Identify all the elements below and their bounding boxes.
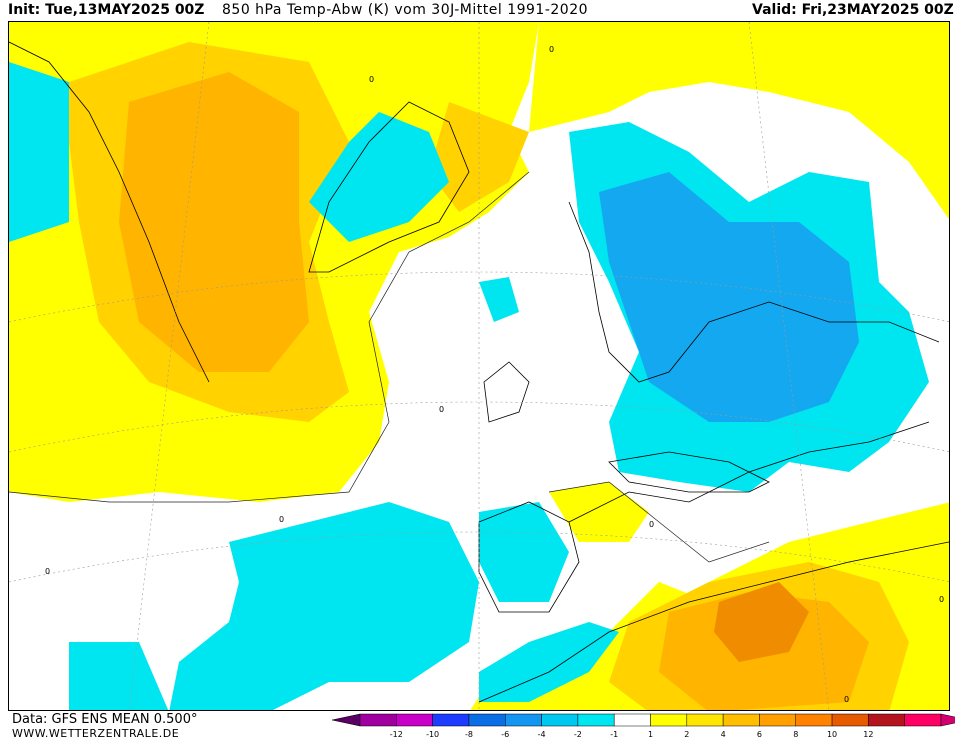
cold-region-iberia — [479, 502, 569, 602]
contour-label: 0 — [844, 695, 849, 704]
anomaly-map: 0 0 0 0 0 0 0 0 — [8, 21, 950, 711]
data-source: Data: GFS ENS MEAN 0.500° — [12, 712, 198, 727]
legend-tick-label: 12 — [863, 730, 873, 739]
legend-arrow-low — [331, 713, 361, 727]
legend-box — [904, 713, 942, 727]
coast-scandinavia — [568, 201, 940, 383]
legend-box — [577, 713, 615, 727]
footer-bar: Data: GFS ENS MEAN 0.500° WWW.WETTERZENT… — [0, 711, 959, 741]
map-canvas: 0 0 0 0 0 0 0 0 — [9, 22, 949, 710]
coast-iberia — [478, 501, 580, 613]
valid-time: Valid: Fri,23MAY2025 00Z — [752, 2, 954, 18]
legend-boxes — [331, 713, 955, 727]
legend-box — [686, 713, 724, 727]
graticule — [9, 22, 949, 710]
contour-label: 0 — [45, 567, 50, 576]
legend-box — [722, 713, 760, 727]
legend-box — [505, 713, 542, 727]
legend-tick-label: -1 — [610, 730, 618, 739]
warm-anomaly-layer-4 — [714, 582, 809, 662]
coast-canada — [9, 41, 210, 383]
cold-region-bottom-left — [69, 642, 169, 710]
coast-north-africa — [478, 541, 949, 703]
zero-contour-2 — [548, 481, 770, 563]
contour-label: 0 — [439, 405, 444, 414]
cold-region-small — [479, 277, 519, 322]
legend-labels: -12 -10 -8 -6 -4 -2 -1 1 2 4 6 8 10 12 — [390, 730, 874, 739]
legend-box — [359, 713, 397, 727]
zero-contour-1 — [9, 171, 530, 503]
coast-britain — [483, 361, 530, 423]
legend-tick-label: -6 — [501, 730, 509, 739]
init-time: Init: Tue,13MAY2025 00Z — [8, 2, 205, 18]
coast-greenland — [308, 101, 470, 273]
header-bar: Init: Tue,13MAY2025 00Z 850 hPa Temp-Abw… — [0, 0, 959, 22]
cold-region-atlantic-south — [169, 502, 479, 710]
legend-tick-label: 6 — [757, 730, 762, 739]
site-url: WWW.WETTERZENTRALE.DE — [12, 727, 180, 740]
legend-tick-label: 8 — [793, 730, 798, 739]
contour-label: 0 — [939, 595, 944, 604]
cold-region-maghreb — [479, 622, 619, 702]
lon-line-3 — [748, 22, 830, 710]
legend-tick-label: -12 — [390, 730, 403, 739]
lon-line-1 — [128, 22, 210, 710]
contour-label: 0 — [279, 515, 284, 524]
legend-box — [868, 713, 905, 727]
legend-tick-label: 10 — [827, 730, 837, 739]
warm-region-balkan — [549, 482, 649, 542]
legend-box — [613, 713, 651, 727]
warm-core-labrador — [119, 72, 309, 372]
warm-region-arctic — [529, 22, 949, 220]
cold-core-russia — [599, 172, 859, 422]
contour-label: 0 — [369, 75, 374, 84]
legend-box — [831, 713, 869, 727]
contour-label-group: 0 0 0 0 0 0 0 0 — [45, 45, 944, 704]
legend-box — [650, 713, 688, 727]
cold-region-greenland — [309, 112, 449, 242]
legend-tick-label: 1 — [648, 730, 653, 739]
color-legend: -12 -10 -8 -6 -4 -2 -1 1 2 4 6 8 10 12 — [331, 713, 955, 739]
legend-box — [541, 713, 579, 727]
legend-box — [432, 713, 470, 727]
warm-max-egypt — [714, 582, 809, 662]
legend-tick-label: -4 — [538, 730, 546, 739]
legend-arrow-high — [940, 713, 955, 727]
zero-contours — [9, 171, 770, 563]
legend-tick-label: -2 — [574, 730, 582, 739]
legend-box — [396, 713, 433, 727]
legend-tick-label: 4 — [721, 730, 726, 739]
contour-label: 0 — [549, 45, 554, 54]
legend-tick-label: -8 — [465, 730, 473, 739]
legend-box — [759, 713, 796, 727]
coast-black-sea — [608, 451, 770, 493]
cold-region-canada — [9, 62, 69, 242]
coastlines — [9, 41, 949, 703]
legend-box — [795, 713, 833, 727]
contour-label: 0 — [649, 520, 654, 529]
legend-tick-label: 2 — [684, 730, 689, 739]
cold-anomaly-layer-2 — [599, 172, 859, 422]
legend-box — [468, 713, 506, 727]
legend-tick-label: -10 — [426, 730, 439, 739]
map-title: 850 hPa Temp-Abw (K) vom 30J-Mittel 1991… — [222, 2, 589, 18]
